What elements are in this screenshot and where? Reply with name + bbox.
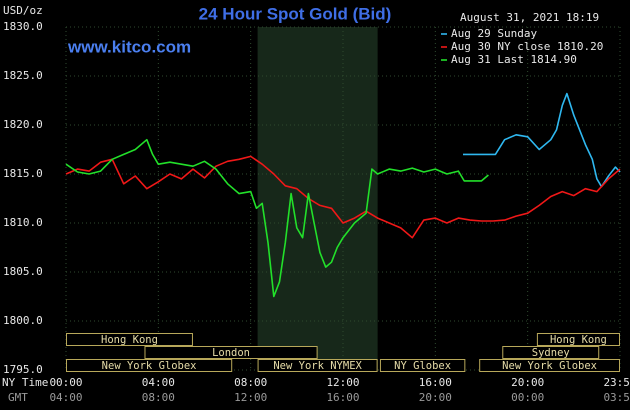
x-tick-label: 20:00 — [511, 376, 544, 389]
x-tick-label: 12:00 — [326, 376, 359, 389]
session-label: New York Globex — [102, 360, 197, 372]
series-line — [65, 155, 621, 239]
session-box — [502, 346, 600, 359]
session-label: London — [212, 347, 250, 359]
session-shade — [257, 27, 378, 370]
session-box — [66, 359, 233, 372]
session-box — [536, 333, 621, 346]
y-tick-label: 1810.0 — [3, 216, 43, 229]
x-axis-label: NY Time — [2, 376, 48, 389]
x2-tick-label: 20:00 — [419, 391, 452, 404]
x-tick-label: 23:59 — [603, 376, 630, 389]
session-label: Sydney — [532, 347, 570, 359]
y-tick-label: 1830.0 — [3, 20, 43, 33]
x2-tick-label: 16:00 — [326, 391, 359, 404]
session-label: New York Globex — [502, 360, 597, 372]
x-tick-label: 16:00 — [419, 376, 452, 389]
legend-label: Aug 29 Sunday — [451, 27, 537, 40]
legend-label: Aug 30 NY close 1810.20 — [451, 40, 603, 53]
session-box — [479, 359, 621, 372]
x2-axis-label: GMT — [8, 391, 28, 404]
timestamp: August 31, 2021 18:19 — [460, 11, 599, 24]
y-tick-label: 1815.0 — [3, 167, 43, 180]
x2-tick-label: 03:59 — [603, 391, 630, 404]
website: www.kitco.com — [67, 37, 191, 56]
session-box — [144, 346, 318, 359]
y-tick-label: 1795.0 — [3, 363, 43, 376]
session-box — [66, 333, 193, 346]
y-tick-label: 1820.0 — [3, 118, 43, 131]
x-tick-label: 04:00 — [142, 376, 175, 389]
y-tick-label: 1825.0 — [3, 69, 43, 82]
x2-tick-label: 12:00 — [234, 391, 267, 404]
shade-layer — [257, 27, 378, 370]
label-layer: 1795.0 1800.0 1805.0 1810.0 1815.0 1820.0 1825… — [3, 20, 630, 404]
series-line — [65, 138, 489, 298]
session-label: NY Globex — [394, 360, 451, 372]
session-label: New York NYMEX — [273, 360, 362, 372]
x-tick-label: 00:00 — [49, 376, 82, 389]
session-label: Hong Kong — [550, 334, 607, 346]
session-label: Hong Kong — [101, 334, 158, 346]
session-box — [379, 359, 466, 372]
y-tick-label: 1805.0 — [3, 265, 43, 278]
chart-title: 24 Hour Spot Gold (Bid) — [199, 4, 392, 23]
x2-tick-label: 08:00 — [142, 391, 175, 404]
x-tick-label: 08:00 — [234, 376, 267, 389]
x2-tick-label: 00:00 — [511, 391, 544, 404]
legend-label: Aug 31 Last 1814.90 — [451, 53, 577, 66]
line-layer — [65, 92, 621, 298]
y-tick-label: 1800.0 — [3, 314, 43, 327]
y-unit: USD/oz — [3, 4, 43, 17]
session-box — [257, 359, 378, 372]
x2-tick-label: 04:00 — [49, 391, 82, 404]
